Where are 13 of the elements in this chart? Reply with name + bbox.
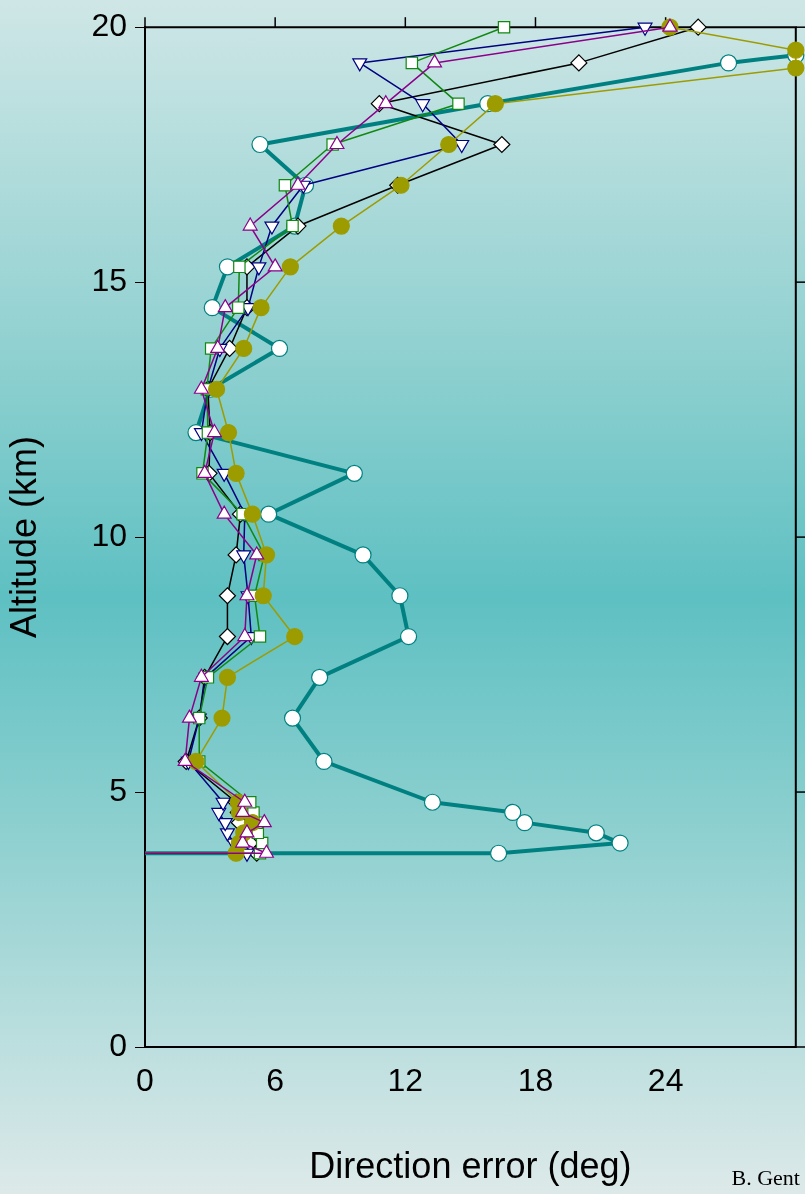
x-tick-label: 6 xyxy=(266,1062,285,1099)
text: B. Gent xyxy=(731,1164,800,1190)
y-tick-label: 10 xyxy=(91,516,127,553)
y-tick-label: 20 xyxy=(91,7,127,44)
x-tick-label: 24 xyxy=(647,1062,684,1099)
y-tick-label: 5 xyxy=(109,771,127,808)
x-tick-label: 12 xyxy=(387,1062,424,1099)
y-tick-label: 0 xyxy=(109,1026,127,1063)
x-tick-label: 0 xyxy=(136,1062,154,1099)
y-tick-label: 15 xyxy=(91,261,127,298)
x-axis-title: Direction error (deg) xyxy=(309,1145,632,1187)
y-axis-title: Altitude (km) xyxy=(2,436,44,639)
x-tick-label: 18 xyxy=(517,1062,554,1099)
